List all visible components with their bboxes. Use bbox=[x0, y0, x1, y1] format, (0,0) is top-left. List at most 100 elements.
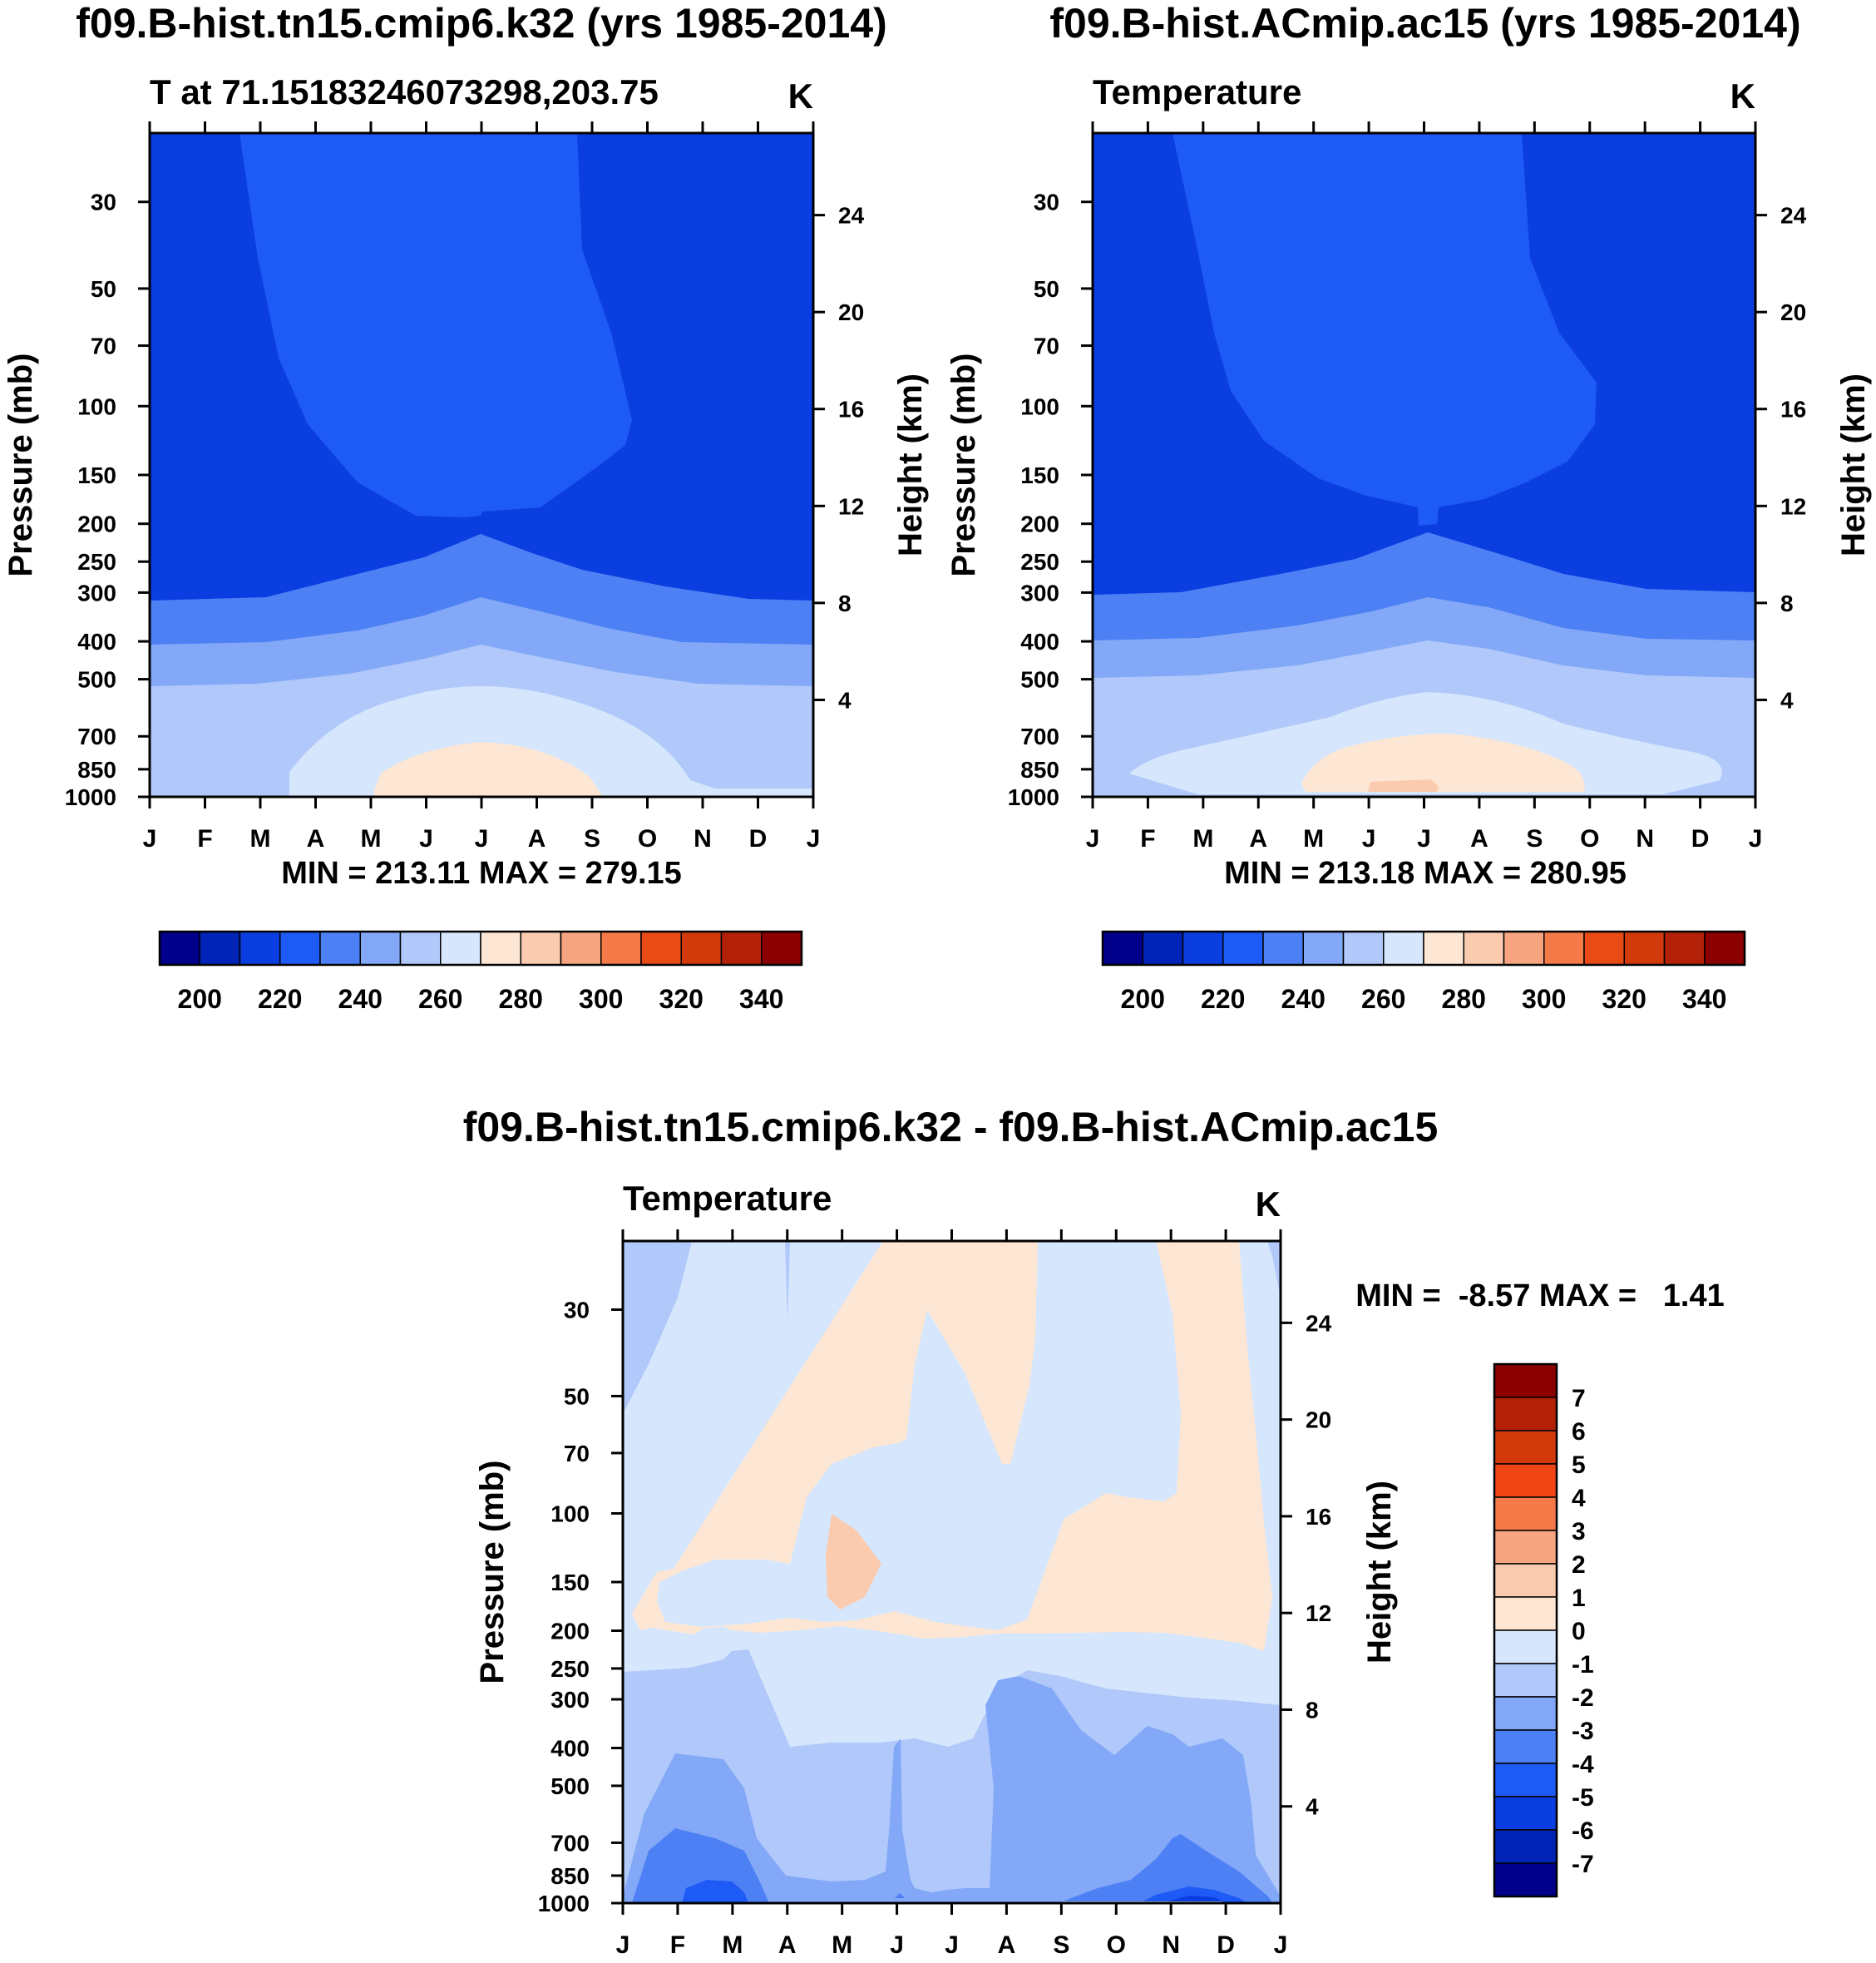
height-tick-label: 8 bbox=[1306, 1697, 1319, 1723]
colorbar-label: 7 bbox=[1572, 1385, 1586, 1412]
colorbar-swatch bbox=[1493, 1463, 1558, 1498]
p1-band-215 bbox=[239, 133, 632, 517]
panel-3-variable-label: Temperature bbox=[623, 1179, 832, 1218]
colorbar-swatch bbox=[1623, 931, 1666, 966]
height-tick-label: 12 bbox=[1306, 1600, 1331, 1626]
x-tick-label-J: J bbox=[1417, 825, 1431, 853]
panel-2-contours bbox=[1093, 133, 1755, 797]
colorbar-swatch bbox=[1463, 931, 1505, 966]
height-tick-label: 20 bbox=[1306, 1407, 1331, 1433]
height-tick-label: 12 bbox=[838, 493, 864, 519]
panel-3-height-axis: 24 20 16 12 8 4 bbox=[1281, 1310, 1332, 1820]
height-tick-label: 20 bbox=[838, 299, 864, 325]
colorbar-swatch bbox=[319, 931, 361, 966]
colorbar-swatch bbox=[1302, 931, 1345, 966]
colorbar-swatch bbox=[1142, 931, 1184, 966]
colorbar-swatch bbox=[600, 931, 642, 966]
colorbar-label: -2 bbox=[1572, 1684, 1594, 1712]
height-tick-label: 24 bbox=[838, 203, 865, 229]
colorbar-swatch bbox=[1493, 1763, 1558, 1797]
panel-1-variable-label: T at 71.15183246073298,203.75 bbox=[150, 72, 659, 111]
x-tick-label-O: O bbox=[1580, 825, 1599, 853]
panel-2-units: K bbox=[1730, 77, 1755, 116]
colorbar-border bbox=[1493, 1362, 1558, 1898]
colorbar-label: 200 bbox=[178, 984, 222, 1014]
height-tick-label: 24 bbox=[1306, 1310, 1332, 1336]
colorbar-swatch bbox=[1493, 1796, 1558, 1831]
height-tick-label: 16 bbox=[1306, 1504, 1331, 1530]
colorbar-label: 340 bbox=[739, 984, 783, 1014]
x-tick-label-D: D bbox=[749, 825, 768, 853]
colorbar-label: 6 bbox=[1572, 1418, 1586, 1446]
x-tick-label-O: O bbox=[1107, 1931, 1126, 1959]
panel-3-ylabel: Pressure (mb) bbox=[474, 1461, 511, 1684]
colorbar-swatch bbox=[1182, 931, 1224, 966]
panel-3-ylabel-right: Height (km) bbox=[1361, 1481, 1398, 1664]
x-tick-label-M: M bbox=[1192, 825, 1213, 853]
panel-1-title: f09.B-hist.tn15.cmip6.k32 (yrs 1985-2014… bbox=[76, 0, 887, 47]
pressure-tick-label: 300 bbox=[1020, 580, 1059, 606]
pressure-tick-label: 250 bbox=[550, 1656, 590, 1682]
colorbar-label: 1 bbox=[1572, 1585, 1586, 1612]
x-tick-label-J: J bbox=[616, 1931, 630, 1959]
p3-band--2-to--3 bbox=[623, 1676, 1281, 1903]
colorbar-swatch bbox=[1493, 1729, 1558, 1764]
panel-3-colorbar: 7 6 5 4 3 2 1 0 -1 -2 -3 -4 -5 -6 -7 bbox=[1493, 1362, 1594, 1898]
colorbar-swatch bbox=[359, 931, 402, 966]
panel-2-variable-label: Temperature bbox=[1093, 72, 1301, 111]
x-tick-label-A: A bbox=[528, 825, 546, 853]
pressure-tick-label: 500 bbox=[550, 1773, 590, 1799]
p3-band--5-to--6 bbox=[1160, 1896, 1227, 1903]
pressure-tick-label: 70 bbox=[91, 334, 116, 359]
x-tick-label-N: N bbox=[694, 825, 712, 853]
colorbar-label: -5 bbox=[1572, 1784, 1594, 1812]
colorbar-swatch bbox=[1493, 1829, 1558, 1864]
x-tick-label-J: J bbox=[475, 825, 489, 853]
panel-3-stats: MIN = -8.57 MAX = 1.41 bbox=[1355, 1278, 1725, 1313]
x-tick-label-M: M bbox=[1303, 825, 1324, 853]
x-tick-label-J: J bbox=[1274, 1931, 1288, 1959]
colorbar-label: 240 bbox=[338, 984, 383, 1014]
pressure-tick-label: 70 bbox=[564, 1441, 590, 1466]
p3-band-0-to-1 bbox=[632, 1241, 1272, 1651]
colorbar-label: 220 bbox=[1201, 984, 1245, 1014]
pressure-tick-label: 150 bbox=[77, 462, 116, 488]
colorbar-swatch bbox=[1663, 931, 1706, 966]
colorbar-swatch bbox=[640, 931, 682, 966]
x-tick-label-J: J bbox=[1749, 825, 1763, 853]
colorbar-swatch bbox=[1262, 931, 1304, 966]
colorbar-label: 200 bbox=[1121, 984, 1165, 1014]
colorbar-swatch bbox=[480, 931, 521, 966]
p3-band-neg1-topright bbox=[1267, 1241, 1281, 1298]
pressure-tick-label: 850 bbox=[77, 757, 116, 783]
panel-1: f09.B-hist.tn15.cmip6.k32 (yrs 1985-2014… bbox=[2, 0, 929, 1014]
pressure-tick-label: 500 bbox=[77, 667, 116, 693]
colorbar-label: 220 bbox=[258, 984, 302, 1014]
colorbar-swatch bbox=[1493, 1430, 1558, 1465]
colorbar-label: 2 bbox=[1572, 1551, 1586, 1579]
x-tick-label-S: S bbox=[584, 825, 600, 853]
pressure-tick-label: 200 bbox=[1020, 512, 1059, 537]
pressure-tick-label: 400 bbox=[1020, 629, 1059, 655]
pressure-tick-label: 50 bbox=[564, 1383, 590, 1409]
colorbar-label: 320 bbox=[1602, 984, 1646, 1014]
colorbar-label: 240 bbox=[1281, 984, 1326, 1014]
pressure-tick-label: 100 bbox=[550, 1501, 590, 1526]
colorbar-label: 280 bbox=[499, 984, 543, 1014]
p2-band-275 bbox=[1368, 779, 1439, 792]
panel-2-colorbar: 200 220 240 260 280 300 320 340 bbox=[1101, 930, 1746, 1014]
p3-band--4-to--5-left bbox=[682, 1880, 748, 1903]
panel-2-stats: MIN = 213.18 MAX = 280.95 bbox=[1224, 856, 1627, 891]
panel-1-units: K bbox=[788, 77, 813, 116]
panel-1-ylabel-right: Height (km) bbox=[892, 373, 929, 556]
colorbar-swatch bbox=[1423, 931, 1464, 966]
colorbar-swatch bbox=[1503, 931, 1545, 966]
x-tick-label-A: A bbox=[998, 1931, 1016, 1959]
pressure-tick-label: 700 bbox=[1020, 724, 1059, 749]
pressure-tick-label: 150 bbox=[550, 1570, 590, 1595]
panel-3-contours bbox=[623, 1241, 1281, 1903]
x-tick-label-S: S bbox=[1053, 1931, 1069, 1959]
pressure-tick-label: 500 bbox=[1020, 667, 1059, 693]
p3-band-neg1-notch bbox=[785, 1241, 790, 1323]
